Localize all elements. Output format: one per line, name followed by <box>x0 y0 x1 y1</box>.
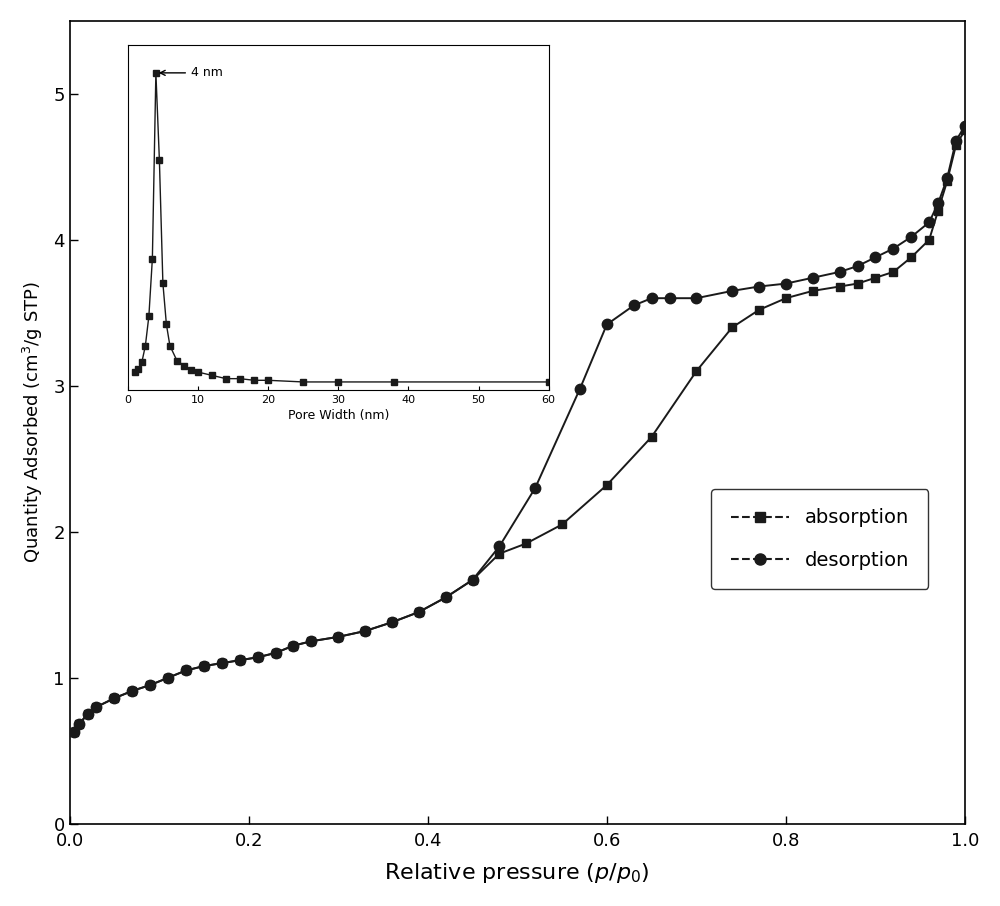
desorption <box>144 680 156 690</box>
desorption <box>959 120 971 131</box>
absorption <box>905 252 917 263</box>
desorption <box>887 243 899 254</box>
desorption <box>162 672 174 683</box>
absorption <box>216 658 228 669</box>
absorption <box>807 285 819 296</box>
desorption <box>852 261 864 272</box>
absorption <box>923 235 935 246</box>
absorption <box>726 322 738 333</box>
absorption <box>68 727 80 737</box>
desorption <box>529 483 541 494</box>
absorption <box>753 304 765 315</box>
desorption <box>646 293 658 304</box>
absorption <box>941 176 953 187</box>
desorption <box>941 173 953 184</box>
absorption <box>305 636 317 647</box>
desorption <box>628 300 640 311</box>
absorption <box>332 631 344 642</box>
absorption <box>162 672 174 683</box>
desorption <box>601 319 613 330</box>
desorption <box>332 631 344 642</box>
absorption <box>493 548 505 559</box>
absorption <box>90 701 102 712</box>
absorption <box>887 266 899 277</box>
absorption <box>601 479 613 490</box>
absorption <box>234 655 246 666</box>
desorption <box>413 607 425 618</box>
desorption <box>68 727 80 737</box>
Line: absorption: absorption <box>70 126 969 736</box>
desorption <box>753 281 765 292</box>
absorption <box>73 719 85 730</box>
absorption <box>180 665 192 676</box>
desorption <box>359 625 371 636</box>
absorption <box>126 686 138 697</box>
desorption <box>440 592 452 602</box>
desorption <box>574 383 586 394</box>
absorption <box>359 625 371 636</box>
absorption <box>556 519 568 530</box>
desorption <box>834 266 846 277</box>
desorption <box>305 636 317 647</box>
absorption <box>287 641 299 651</box>
desorption <box>108 693 120 704</box>
absorption <box>82 708 94 719</box>
absorption <box>270 648 282 659</box>
absorption <box>386 617 398 628</box>
desorption <box>932 198 944 208</box>
desorption <box>126 686 138 697</box>
Legend: absorption, desorption: absorption, desorption <box>711 489 928 589</box>
absorption <box>959 125 971 136</box>
desorption <box>252 652 264 663</box>
absorption <box>467 574 479 585</box>
Line: desorption: desorption <box>69 120 970 737</box>
desorption <box>287 641 299 651</box>
desorption <box>923 217 935 227</box>
absorption <box>780 293 792 304</box>
desorption <box>780 278 792 289</box>
absorption <box>932 205 944 216</box>
absorption <box>690 366 702 377</box>
absorption <box>950 140 962 150</box>
desorption <box>270 648 282 659</box>
absorption <box>144 680 156 690</box>
desorption <box>664 293 676 304</box>
desorption <box>726 285 738 296</box>
desorption <box>493 541 505 552</box>
desorption <box>73 719 85 730</box>
absorption <box>198 660 210 671</box>
absorption <box>252 652 264 663</box>
desorption <box>82 708 94 719</box>
absorption <box>852 278 864 289</box>
desorption <box>950 135 962 146</box>
desorption <box>690 293 702 304</box>
desorption <box>198 660 210 671</box>
desorption <box>386 617 398 628</box>
desorption <box>467 574 479 585</box>
desorption <box>180 665 192 676</box>
absorption <box>413 607 425 618</box>
desorption <box>90 701 102 712</box>
desorption <box>905 231 917 242</box>
X-axis label: Relative pressure ($p/p_0$): Relative pressure ($p/p_0$) <box>384 862 650 885</box>
absorption <box>646 431 658 442</box>
desorption <box>216 658 228 669</box>
desorption <box>234 655 246 666</box>
absorption <box>520 538 532 549</box>
absorption <box>869 273 881 284</box>
absorption <box>108 693 120 704</box>
desorption <box>869 252 881 263</box>
absorption <box>440 592 452 602</box>
desorption <box>807 273 819 284</box>
absorption <box>834 281 846 292</box>
Y-axis label: Quantity Adsorbed (cm$^3$/g STP): Quantity Adsorbed (cm$^3$/g STP) <box>21 282 45 564</box>
